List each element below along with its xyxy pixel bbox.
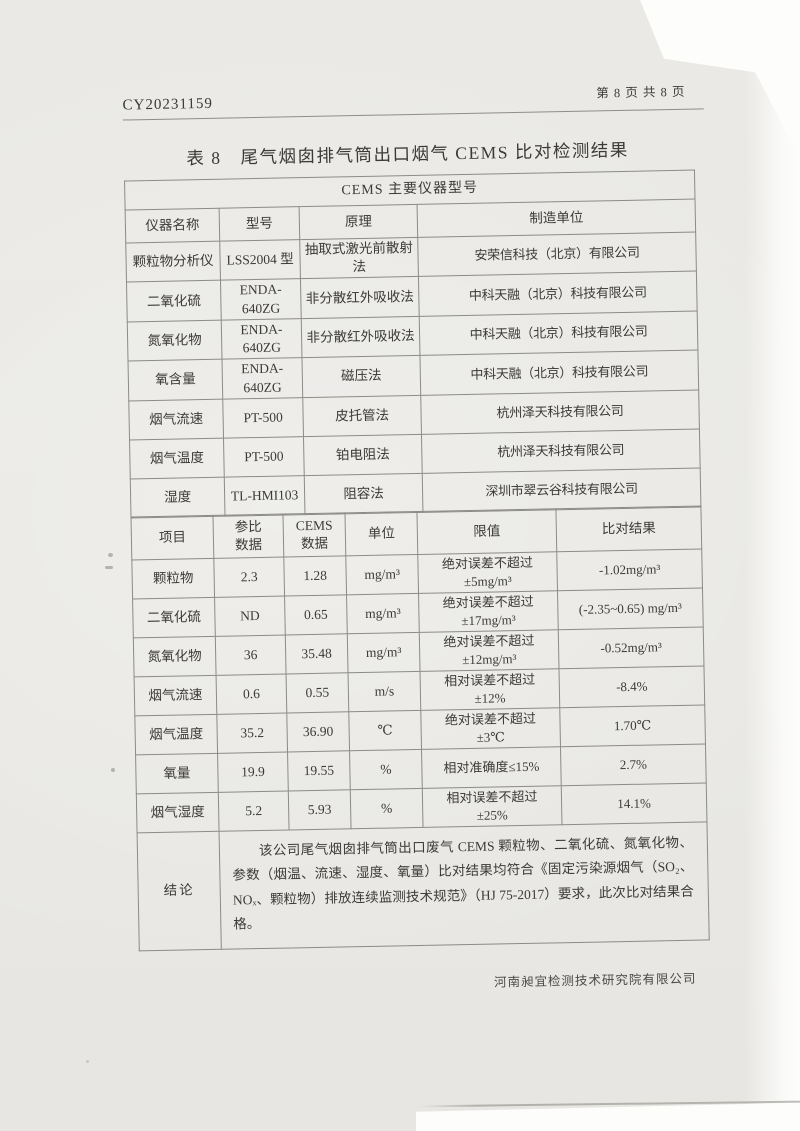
limit: 绝对误差不超过 ±12mg/m³ (419, 629, 559, 672)
column-header: 限值 (416, 508, 557, 555)
cems-value: 0.65 (284, 594, 348, 636)
instrument-model: TL-HMI103 (224, 475, 305, 516)
comparison-result: (-2.35~0.65) mg/m³ (557, 587, 704, 630)
instrument-principle: 铂电阻法 (303, 434, 423, 476)
limit: 相对准确度≤15% (421, 746, 562, 789)
cems-value: 19.55 (287, 750, 351, 791)
document-header: CY20231159 第 8 页 共 8 页 (122, 80, 704, 121)
scanner-background-right-edge (745, 70, 800, 1120)
scan-speck (105, 566, 113, 569)
column-header: 参比 数据 (212, 514, 284, 559)
item-name: 颗粒物 (131, 558, 215, 599)
reference-value: 36 (215, 635, 287, 676)
cems-value: 0.55 (286, 672, 349, 713)
instrument-name: 烟气流速 (128, 398, 224, 440)
unit: ℃ (348, 710, 422, 751)
reference-value: ND (214, 596, 286, 637)
reference-value: 2.3 (213, 557, 285, 598)
scan-speck (111, 768, 115, 772)
unit: m/s (348, 671, 421, 712)
instrument-name: 颗粒物分析仪 (125, 241, 221, 283)
manufacturer: 中科天融（北京）科技有限公司 (418, 271, 698, 317)
reference-value: 0.6 (216, 674, 287, 715)
comparison-result: -1.02mg/m³ (556, 548, 703, 591)
column-header: 型号 (219, 206, 300, 242)
scan-speck (86, 1060, 89, 1063)
instrument-model: ENDA-640ZG (221, 318, 302, 360)
limit: 相对误差不超过 ±12% (420, 668, 560, 711)
item-name: 烟气温度 (134, 714, 218, 755)
manufacturer: 中科天融（北京）科技有限公司 (419, 350, 699, 396)
instrument-name: 烟气温度 (129, 437, 225, 479)
manufacturer: 中科天融（北京）科技有限公司 (419, 310, 698, 356)
report-number: CY20231159 (122, 95, 214, 114)
page-number: 第 8 页 共 8 页 (596, 84, 686, 101)
table-title: 表 8 尾气烟囱排气筒出口烟气 CEMS 比对检测结果 (186, 139, 630, 169)
item-name: 烟气流速 (134, 675, 217, 716)
manufacturer: 杭州泽天科技有限公司 (420, 389, 700, 435)
instrument-model: ENDA-640ZG (220, 279, 302, 321)
column-header: 比对结果 (555, 506, 702, 552)
unit: mg/m³ (347, 632, 421, 673)
cems-value: 1.28 (283, 555, 347, 597)
reference-value: 19.9 (217, 751, 289, 793)
comparison-result: 14.1% (561, 782, 707, 825)
comparison-table: 项目 参比 数据 CEMS 数据 单位 限值 比对结果 颗粒物 2.3 1.28 mg/m³ 绝对误… (130, 505, 710, 952)
instrument-name: 二氧化硫 (126, 280, 222, 322)
footer-company: 河南昶宜检测技术研究院有限公司 (493, 971, 697, 990)
instrument-principle: 阻容法 (304, 473, 423, 515)
manufacturer: 杭州泽天科技有限公司 (421, 428, 701, 474)
instrument-table: CEMS 主要仪器型号 仪器名称 型号 原理 制造单位 颗粒物分析仪 LSS2004 型抽取… (124, 170, 701, 519)
comparison-result: -0.52mg/m³ (558, 626, 704, 669)
item-name: 氧量 (135, 753, 219, 794)
instrument-model: LSS2004 型 (219, 239, 301, 281)
scan-speck (108, 553, 113, 557)
column-header: CEMS 数据 (282, 512, 346, 558)
cems-value: 36.90 (286, 711, 350, 752)
unit: mg/m³ (345, 554, 419, 595)
column-header: 原理 (299, 204, 418, 240)
limit: 绝对误差不超过 ±3℃ (420, 707, 561, 750)
limit: 绝对误差不超过 ±17mg/m³ (418, 590, 559, 633)
manufacturer: 安荣信科技（北京）有限公司 (417, 232, 697, 277)
comparison-result: 2.7% (560, 743, 707, 786)
column-header: 项目 (131, 515, 214, 560)
limit: 相对误差不超过 ±25% (422, 785, 562, 828)
instrument-principle: 磁压法 (301, 355, 421, 398)
limit: 绝对误差不超过 ±5mg/m³ (417, 551, 558, 594)
instrument-principle: 皮托管法 (302, 395, 422, 437)
instrument-principle: 抽取式激光前散射法 (299, 237, 419, 280)
instrument-principle: 非分散红外吸收法 (301, 316, 420, 358)
unit: % (349, 749, 423, 790)
instrument-model: ENDA-640ZG (221, 357, 303, 399)
conclusion-text: 该公司尾气烟囱排气筒出口废气 CEMS 颗粒物、二氧化硫、氮氧化物、参数（烟温、… (219, 821, 710, 950)
instrument-model: PT-500 (223, 436, 305, 477)
unit: mg/m³ (346, 593, 420, 634)
cems-value: 35.48 (285, 633, 349, 675)
instrument-name: 氧含量 (128, 359, 223, 401)
item-name: 二氧化硫 (132, 597, 216, 638)
column-header: 单位 (344, 511, 418, 556)
column-header: 仪器名称 (125, 208, 220, 243)
comparison-result: 1.70℃ (559, 704, 706, 747)
unit: % (350, 788, 424, 829)
item-name: 烟气湿度 (136, 792, 220, 833)
cems-value: 5.93 (288, 789, 352, 830)
instrument-principle: 非分散红外吸收法 (300, 276, 420, 319)
reference-value: 35.2 (216, 712, 288, 754)
instrument-name: 湿度 (130, 476, 226, 518)
reference-value: 5.2 (218, 790, 290, 832)
comparison-result: -8.4% (558, 665, 705, 708)
column-header: 制造单位 (417, 199, 696, 238)
instrument-model: PT-500 (222, 397, 304, 438)
instrument-name: 氮氧化物 (127, 320, 222, 362)
conclusion-label: 结论 (137, 831, 222, 952)
item-name: 氮氧化物 (133, 636, 217, 677)
